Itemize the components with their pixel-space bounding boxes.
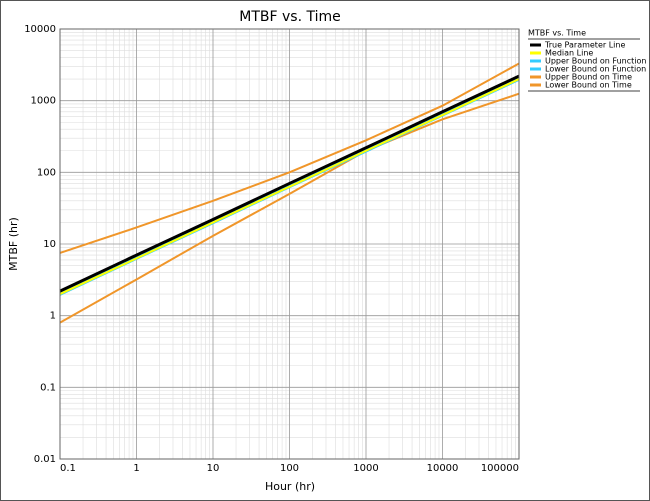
y-axis-label: MTBF (hr)	[7, 217, 20, 271]
x-tick-label: 100	[280, 463, 299, 474]
y-tick-label: 10	[43, 239, 56, 250]
legend-label: True Parameter Line	[544, 41, 625, 50]
plot-border	[59, 28, 520, 460]
y-tick-label: 0.1	[40, 382, 56, 393]
x-tick-label: 0.1	[60, 463, 76, 474]
y-tick-label: 1000	[31, 96, 56, 107]
legend-label: Lower Bound on Function	[545, 65, 646, 74]
series-line	[59, 62, 520, 254]
x-tick-label: 10	[207, 463, 220, 474]
x-tick-label: 10000	[427, 463, 459, 474]
legend-label: Lower Bound on Time	[545, 81, 632, 90]
y-tick-label: 100	[37, 167, 56, 178]
y-tick-label: 1	[50, 311, 56, 322]
series-line	[59, 92, 520, 324]
x-tick-label: 1000	[353, 463, 378, 474]
x-tick-label: 1	[133, 463, 139, 474]
chart-title: MTBF vs. Time	[239, 9, 340, 25]
x-axis-label: Hour (hr)	[265, 480, 315, 493]
y-tick-label: 0.01	[34, 454, 56, 465]
legend-label: Upper Bound on Function	[545, 57, 646, 66]
series-line	[59, 78, 520, 295]
y-tick-label: 10000	[24, 24, 56, 35]
legend-label: Median Line	[545, 49, 593, 58]
legend-title: MTBF vs. Time	[528, 29, 586, 38]
series-line	[59, 74, 520, 293]
legend-label: Upper Bound on Time	[545, 73, 632, 82]
x-tick-label: 100000	[481, 463, 519, 474]
